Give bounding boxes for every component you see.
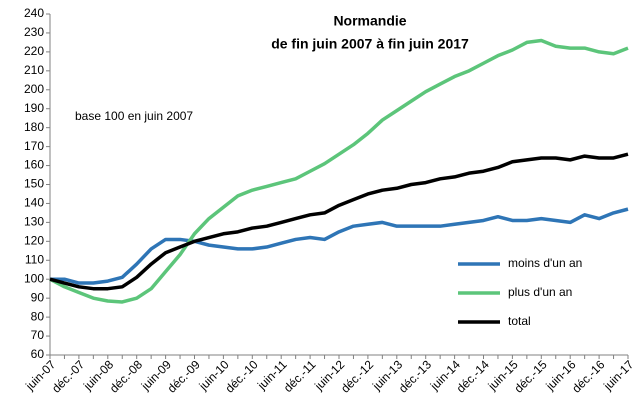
- line-series: [49, 152, 629, 291]
- y-tick-label: 70: [31, 328, 45, 342]
- legend-label: total: [508, 314, 531, 328]
- y-tick-label: 160: [24, 158, 44, 172]
- y-tick-label: 190: [24, 101, 44, 115]
- y-tick-label: 90: [31, 290, 45, 304]
- legend-label: moins d'un an: [508, 256, 582, 270]
- y-tick-label: 240: [24, 6, 44, 20]
- y-tick-label: 200: [24, 82, 44, 96]
- annotation: base 100 en juin 2007: [75, 109, 193, 123]
- x-tick-label: déc.-15: [511, 357, 549, 395]
- y-tick-label: 120: [24, 234, 44, 248]
- y-tick-label: 230: [24, 25, 44, 39]
- x-tick-label: déc.-16: [569, 357, 607, 395]
- x-tick-label: déc.-08: [107, 357, 145, 395]
- chart-subtitle: de fin juin 2007 à fin juin 2017: [271, 36, 469, 52]
- legend-label: plus d'un an: [508, 285, 572, 299]
- line-series: [50, 207, 629, 285]
- y-tick-label: 140: [24, 196, 44, 210]
- y-tick-label: 60: [31, 347, 45, 361]
- y-tick-label: 100: [24, 271, 44, 285]
- x-tick-label: déc.-12: [338, 357, 376, 395]
- chart-title: Normandie: [333, 13, 406, 29]
- y-tick-label: 150: [24, 177, 44, 191]
- y-tick-label: 210: [24, 63, 44, 77]
- line-series: [49, 38, 629, 304]
- y-tick-label: 80: [31, 309, 45, 323]
- y-tick-label: 170: [24, 139, 44, 153]
- x-tick-label: déc.-11: [281, 357, 319, 395]
- y-tick-label: 220: [24, 44, 44, 58]
- x-tick-label: déc.-13: [396, 357, 434, 395]
- x-tick-label: déc.-09: [165, 357, 203, 395]
- y-tick-label: 130: [24, 215, 44, 229]
- y-tick-label: 180: [24, 120, 44, 134]
- x-tick-label: déc.-07: [49, 357, 87, 395]
- x-tick-label: juin-17: [600, 357, 635, 393]
- x-tick-label: déc.-14: [454, 357, 492, 395]
- x-tick-label: déc.-10: [222, 357, 260, 395]
- y-tick-label: 110: [25, 252, 44, 266]
